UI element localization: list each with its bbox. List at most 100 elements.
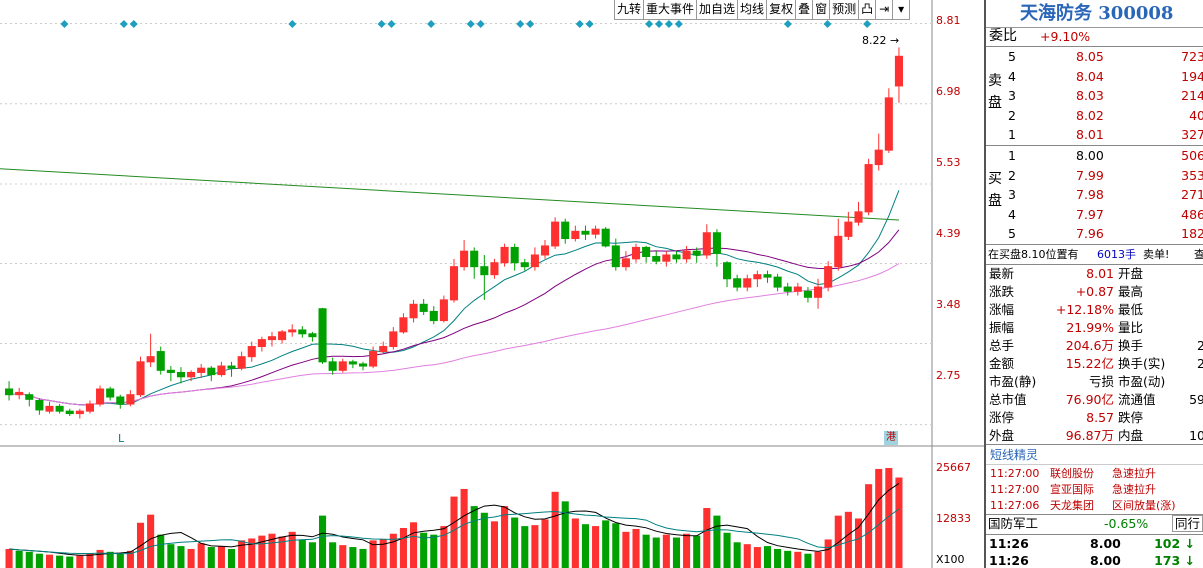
weibi-row: 委比 +9.10% [986, 28, 1203, 45]
sprite-item[interactable]: 11:27:00 联创股份 急速拉升 [990, 467, 1156, 480]
candle-body [814, 286, 823, 298]
buy-side-label: 买盘 [988, 171, 1002, 209]
event-tag-marker[interactable]: 港 [884, 431, 898, 445]
sector-row[interactable]: 国防军工 -0.65% 同行 [986, 515, 1203, 532]
candle-body [247, 346, 256, 358]
sprite-title[interactable]: 短线精灵 [990, 448, 1039, 462]
volume-bar [683, 533, 691, 568]
candle-body [530, 254, 539, 268]
buy-order-row[interactable]: 3 7.98 271 [1008, 187, 1203, 202]
candle-body [399, 317, 408, 333]
quote-row[interactable]: 涨跌 +0.87 最高 [989, 284, 1144, 299]
candle-body [834, 235, 843, 268]
moving-average-button[interactable]: 均线 [738, 0, 768, 20]
buy-order-row[interactable]: 1 8.00 506 [1008, 148, 1203, 163]
candle-body [106, 388, 115, 398]
sell-order-row[interactable]: 28.0240 [1008, 107, 1203, 123]
volume-bar [703, 508, 711, 568]
price-axis-label: 6.98 [936, 85, 961, 98]
adjust-price-button[interactable]: 复权 [767, 0, 797, 20]
dropdown-arrow-icon[interactable]: ▾ [893, 0, 911, 20]
candle-body [318, 308, 327, 363]
sell-order-row[interactable]: 5 8.05 723 [1008, 49, 1203, 64]
volume-bar [308, 542, 316, 568]
price-axis-label: 3.48 [936, 298, 961, 311]
volume-bar [268, 533, 276, 568]
candle-body [601, 228, 610, 247]
peer-button[interactable]: 同行 [1172, 515, 1203, 532]
candle-body [803, 290, 812, 298]
shape-icon[interactable]: 凸 [859, 0, 877, 20]
volume-bar [420, 532, 428, 568]
sell-order-row[interactable]: 4 8.04 194 [1008, 68, 1203, 84]
quote-row[interactable]: 涨停 8.57 跌停 [989, 410, 1144, 425]
candle-body [429, 310, 438, 322]
candle-body [652, 256, 661, 262]
buy-order-row[interactable]: 4 7.97 486 [1008, 206, 1203, 222]
volume-axis-label: 25667 [936, 461, 971, 474]
candle-body [591, 228, 600, 235]
volume-bar [35, 553, 43, 568]
jump-end-icon[interactable]: ⇥ [876, 0, 894, 20]
chart-toolbar: 九转 重大事件 加自选 均线 复权 叠 窗 预测 凸 ⇥ ▾ [614, 0, 911, 20]
major-events-button[interactable]: 重大事件 [644, 0, 698, 20]
overlay-button[interactable]: 叠 [796, 0, 814, 20]
nine-turn-button[interactable]: 九转 [615, 0, 645, 20]
candle-body [126, 394, 135, 405]
volume-bar [157, 534, 165, 568]
volume-bar [723, 532, 731, 568]
volume-bar [76, 555, 84, 568]
volume-ma-line [9, 508, 900, 555]
volume-bar [197, 543, 205, 568]
quote-row[interactable]: 市盈(静) 亏损 市盈(动) [989, 374, 1166, 389]
sprite-item[interactable]: 11:27:06 天龙集团 区间放量(涨) [990, 499, 1176, 512]
candle-body [338, 361, 347, 371]
tick-row[interactable]: 11:26 8.00 173 ↓ [989, 553, 1195, 568]
volume-bar [581, 524, 589, 568]
candle-body [348, 361, 357, 365]
kline-chart[interactable] [0, 0, 984, 568]
forecast-button[interactable]: 预测 [830, 0, 860, 20]
candle-body [96, 388, 105, 405]
buy-order-row[interactable]: 2 7.99 353 [1008, 167, 1203, 183]
volume-bar [672, 537, 681, 568]
quote-row[interactable]: 振幅 21.99% 量比 [989, 320, 1144, 335]
volume-bar [329, 542, 337, 568]
volume-bar [45, 554, 54, 568]
candle-body [75, 410, 84, 415]
buy-order-row[interactable]: 5 7.96 182 [1008, 226, 1203, 241]
price-axis-label: 2.75 [936, 369, 961, 382]
candle-body [470, 250, 479, 268]
candle-body [419, 303, 428, 312]
candle-body [369, 351, 378, 367]
candle-body [267, 336, 277, 341]
candle-body [116, 396, 125, 405]
sprite-item[interactable]: 11:27:00 宣亚国际 急速拉升 [990, 483, 1156, 496]
quote-row[interactable]: 涨幅 +12.18% 最低 [989, 302, 1144, 317]
volume-bar [521, 526, 529, 568]
order-notice[interactable]: 在买盘8.10位置有 6013手 卖单! 查 [988, 248, 1203, 261]
event-diamond-icon [119, 20, 128, 28]
volume-bar [774, 548, 782, 568]
volume-bar [854, 518, 863, 568]
last-price-tag: 8.22 → [862, 34, 900, 47]
kline-chart-area[interactable]: 九转 重大事件 加自选 均线 复权 叠 窗 预测 凸 ⇥ ▾ 8.22 → 8.… [0, 0, 984, 568]
candle-body [793, 286, 802, 292]
sell-order-row[interactable]: 1 8.01 327 [1008, 127, 1203, 142]
window-button[interactable]: 窗 [813, 0, 831, 20]
volume-bar [319, 515, 327, 568]
event-diamond-icon [575, 20, 584, 28]
candle-body [672, 254, 681, 260]
volume-bar [86, 553, 94, 568]
sell-order-row[interactable]: 3 8.03 214 [1008, 88, 1203, 103]
volume-bar [5, 548, 13, 568]
volume-bar [784, 550, 792, 568]
add-watchlist-button[interactable]: 加自选 [697, 0, 739, 20]
quote-row[interactable]: 最新 8.01 开盘 [989, 266, 1144, 281]
candle-body [520, 262, 529, 268]
tick-row[interactable]: 11:26 8.00 102 ↓ [989, 536, 1195, 551]
